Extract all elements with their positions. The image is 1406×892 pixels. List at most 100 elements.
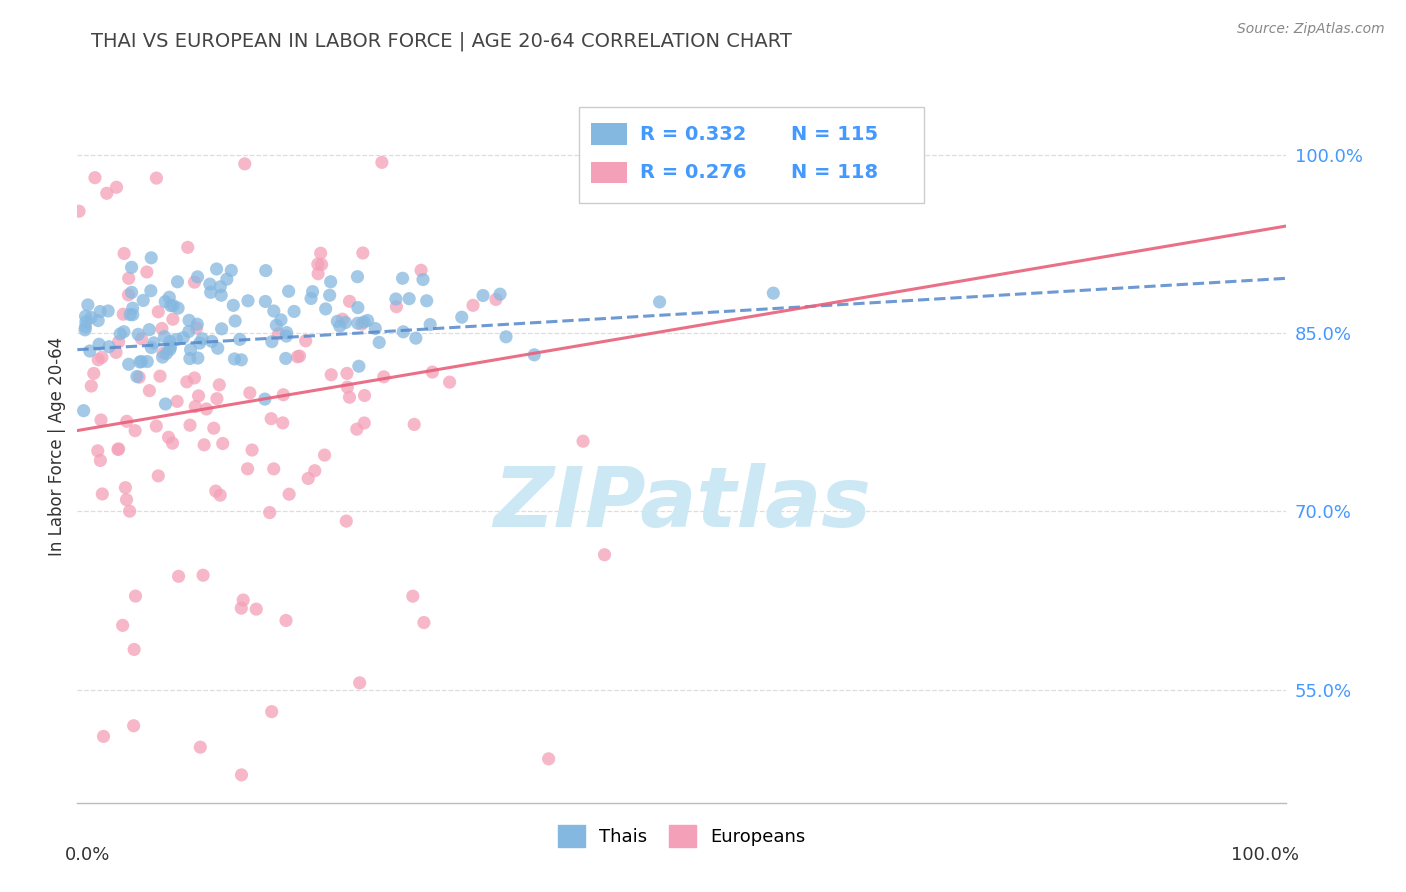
Point xyxy=(301,285,323,299)
Point xyxy=(112,307,135,321)
Point xyxy=(336,367,359,381)
Point xyxy=(404,417,426,432)
Point xyxy=(356,313,378,327)
Point xyxy=(180,343,202,357)
Point xyxy=(118,271,141,285)
Point xyxy=(148,305,170,319)
Point xyxy=(107,334,129,349)
Point xyxy=(157,430,180,444)
Point xyxy=(353,416,375,430)
Point xyxy=(405,331,427,345)
Point xyxy=(307,257,329,271)
Point xyxy=(208,377,231,392)
Point xyxy=(385,300,408,314)
Point xyxy=(179,351,201,366)
Point xyxy=(136,354,159,368)
Point xyxy=(318,288,340,302)
Point xyxy=(138,384,160,398)
Point xyxy=(115,492,138,507)
Point xyxy=(489,287,512,301)
Point xyxy=(211,436,233,450)
Point xyxy=(159,340,181,354)
Point xyxy=(176,375,198,389)
Point xyxy=(122,719,145,733)
Text: N = 115: N = 115 xyxy=(790,125,877,144)
Point xyxy=(205,392,228,406)
Point xyxy=(259,506,281,520)
Point xyxy=(409,263,432,277)
Point xyxy=(153,329,176,343)
Text: THAI VS EUROPEAN IN LABOR FORCE | AGE 20-64 CORRELATION CHART: THAI VS EUROPEAN IN LABOR FORCE | AGE 20… xyxy=(91,31,792,51)
Point xyxy=(166,394,188,409)
Point xyxy=(204,484,226,499)
Point xyxy=(76,298,98,312)
Point xyxy=(245,602,267,616)
Point xyxy=(209,279,232,293)
Point xyxy=(311,257,333,271)
Point xyxy=(91,487,114,501)
Point xyxy=(177,240,200,254)
Point xyxy=(270,313,292,327)
Text: 0.0%: 0.0% xyxy=(65,846,111,863)
Point xyxy=(221,263,243,277)
Point xyxy=(347,301,370,315)
Point xyxy=(294,334,316,348)
Point xyxy=(75,320,97,334)
Point xyxy=(319,275,342,289)
Text: R = 0.276: R = 0.276 xyxy=(640,163,747,182)
Point xyxy=(111,618,134,632)
Point xyxy=(172,331,194,345)
Point xyxy=(273,388,295,402)
Point xyxy=(439,375,461,389)
Point xyxy=(83,367,105,381)
Point xyxy=(762,286,785,301)
Point xyxy=(120,308,142,322)
Point xyxy=(122,642,145,657)
Point xyxy=(125,369,148,384)
Point xyxy=(179,418,201,433)
Point xyxy=(350,317,373,331)
Point xyxy=(162,312,184,326)
Point xyxy=(162,299,184,313)
Point xyxy=(346,316,368,330)
Point xyxy=(419,318,441,332)
Point xyxy=(207,341,229,355)
Point xyxy=(336,380,359,394)
Point xyxy=(201,334,224,349)
Point xyxy=(332,312,354,326)
Point xyxy=(224,351,246,366)
Point xyxy=(107,442,129,457)
Point xyxy=(287,350,309,364)
Point xyxy=(124,589,146,603)
Point xyxy=(260,334,283,349)
Point xyxy=(141,341,163,355)
Point xyxy=(89,304,111,318)
Point xyxy=(422,365,444,379)
Point xyxy=(98,340,121,354)
Point xyxy=(391,271,413,285)
Point xyxy=(84,170,107,185)
Point xyxy=(67,204,90,219)
Point xyxy=(398,292,420,306)
Point xyxy=(222,298,245,312)
Point xyxy=(352,246,374,260)
Point xyxy=(314,448,336,462)
Point xyxy=(240,443,263,458)
Point xyxy=(260,705,283,719)
Point xyxy=(347,359,370,374)
Point xyxy=(254,263,277,277)
Point xyxy=(209,288,232,302)
Point xyxy=(115,414,138,428)
Point xyxy=(114,481,136,495)
Point xyxy=(166,333,188,347)
Point xyxy=(80,310,103,325)
Point xyxy=(274,351,297,366)
Point xyxy=(276,326,298,340)
Point xyxy=(118,504,141,518)
Point xyxy=(450,310,472,325)
Point xyxy=(166,275,188,289)
Point xyxy=(131,332,153,346)
Point xyxy=(329,319,352,334)
Point xyxy=(177,313,200,327)
Point xyxy=(128,370,150,384)
